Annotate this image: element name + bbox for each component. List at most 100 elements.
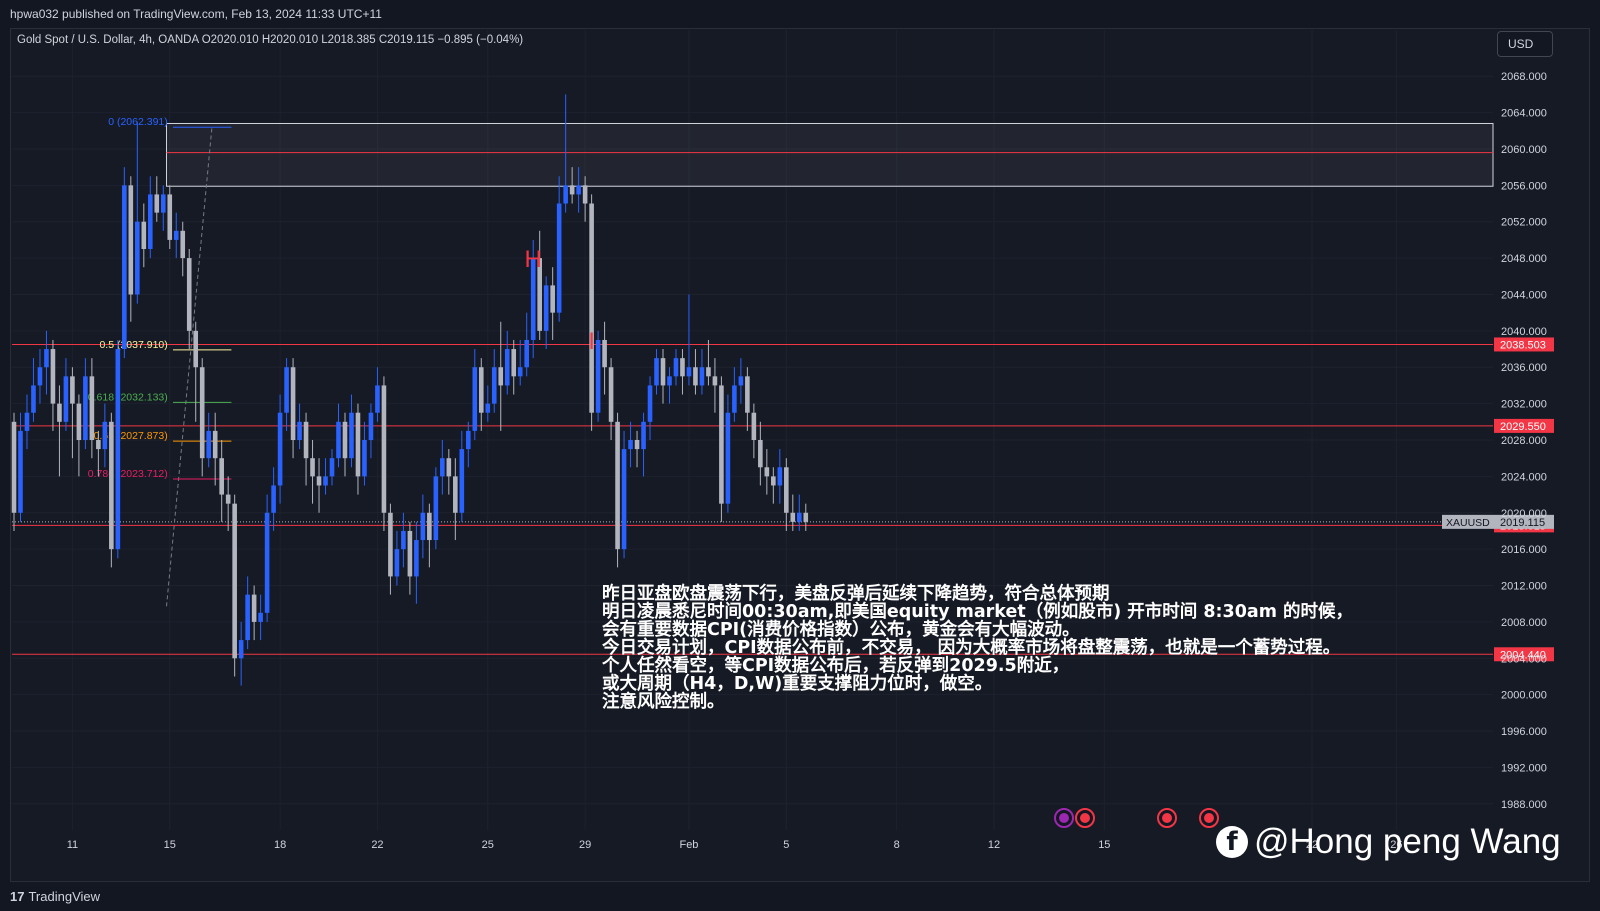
candle-body <box>530 258 536 340</box>
symbol-tag <box>1442 514 1494 529</box>
candle-body <box>550 285 555 313</box>
level-price-tag <box>1494 337 1554 352</box>
candle-body <box>303 421 309 459</box>
candle-body <box>368 412 374 440</box>
candle-body <box>796 512 802 522</box>
candle-body <box>453 476 458 513</box>
candle-body <box>199 367 205 459</box>
candle-body <box>738 376 744 386</box>
candle-body <box>297 421 302 440</box>
candle-body <box>232 503 237 659</box>
currency-label: USD <box>1508 37 1534 51</box>
price-tick-label: 2052.000 <box>1501 217 1547 229</box>
fib-level-label: 0 (2062.391) <box>108 116 168 128</box>
candle-body <box>647 385 653 422</box>
candle-body <box>459 449 465 513</box>
level-price-label: 2004.440 <box>1500 649 1546 661</box>
candle-body <box>349 412 354 459</box>
candle-body <box>543 285 549 331</box>
flag-icon <box>1059 813 1069 823</box>
candle-body <box>641 421 646 450</box>
candle-body <box>446 458 452 477</box>
candle-body <box>323 476 328 486</box>
time-tick-label: 8 <box>894 839 900 851</box>
flag-icon <box>1162 813 1172 823</box>
candle-body <box>745 376 750 413</box>
resistance-box <box>166 122 1494 187</box>
candle-body <box>699 367 705 386</box>
candle-body <box>420 512 426 541</box>
fib-level-label: 0.618 (2032.133) <box>88 391 168 403</box>
candle-body <box>11 421 17 513</box>
candle-body <box>712 376 718 386</box>
time-tick-label: 15 <box>1098 839 1110 851</box>
candle-body <box>491 367 497 404</box>
candle-body <box>141 221 147 249</box>
candle-body <box>504 349 510 386</box>
candle-body <box>89 376 95 440</box>
candle-body <box>277 412 283 486</box>
candle-body <box>355 412 361 477</box>
candle-body <box>660 358 666 386</box>
candle-body <box>96 440 101 450</box>
candle-body <box>50 349 56 404</box>
candle-body <box>725 412 731 504</box>
time-tick-label: 15 <box>164 839 176 851</box>
candle-body <box>719 385 724 504</box>
annotation-line: 明日凌晨悉尼时间00:30am,即美国equity market（例如股市) 开… <box>602 602 1354 622</box>
candle-body <box>537 258 542 331</box>
time-tick-label: 12 <box>988 839 1000 851</box>
brand-text: TradingView <box>28 889 101 904</box>
time-axis: 11 15 18 22 25 29 Feb 5 8 12 15 22 26 <box>67 839 1403 851</box>
candle-body <box>31 385 36 413</box>
current-price-tag <box>1494 514 1554 529</box>
candle-body <box>271 485 276 513</box>
candle-body <box>167 194 173 240</box>
candle-body <box>466 430 471 450</box>
price-tick-label: 1988.000 <box>1501 799 1547 811</box>
candle-body <box>517 367 523 377</box>
currency-button[interactable]: USD <box>1497 31 1553 57</box>
level-price-label: 2038.503 <box>1500 339 1546 351</box>
candle-body <box>115 349 121 550</box>
chart-panel[interactable] <box>10 28 1590 882</box>
candle-body <box>790 512 796 522</box>
level-price-tag <box>1494 418 1554 433</box>
candle-body <box>751 412 757 440</box>
published-header: hpwa032 published on TradingView.com, Fe… <box>0 0 1600 28</box>
time-tick-label: 25 <box>482 839 494 851</box>
price-tick-label: 2008.000 <box>1501 617 1547 629</box>
level-price-tag <box>1494 647 1554 662</box>
price-tick-label: 2004.000 <box>1501 653 1547 665</box>
candle-body <box>686 367 692 377</box>
fib-level-label: 0.5 (2037.910) <box>99 339 167 351</box>
candle-body <box>615 421 620 550</box>
candle-body <box>440 458 445 477</box>
candle-body <box>310 458 315 477</box>
time-tick-label: 22 <box>1306 839 1318 851</box>
candle-body <box>498 367 504 386</box>
level-price-label: 2029.550 <box>1500 421 1546 433</box>
annotation-line: 昨日亚盘欧盘震荡下行，美盘反弹后延续下降趋势，符合总体预期 <box>602 584 1110 604</box>
price-tick-label: 2064.000 <box>1501 108 1547 120</box>
candle-body <box>24 412 30 431</box>
candle-body <box>375 385 380 413</box>
candle-body <box>225 494 231 504</box>
candle-body <box>329 458 335 477</box>
candle-body <box>621 449 627 550</box>
fib-trendline <box>166 127 213 607</box>
candle-body <box>83 376 88 440</box>
price-tick-label: 2012.000 <box>1501 581 1547 593</box>
candle-body <box>478 367 484 413</box>
time-tick-label: 18 <box>274 839 286 851</box>
candle-body <box>803 512 809 522</box>
price-tick-label: 2048.000 <box>1501 253 1547 265</box>
candle-body <box>37 367 43 386</box>
candle-body <box>764 467 770 477</box>
watermark-text: @Hong peng Wang <box>1254 822 1561 861</box>
time-tick-label: 29 <box>579 839 591 851</box>
candle-body <box>219 458 224 495</box>
candle-body <box>602 339 607 368</box>
candle-body <box>128 185 134 295</box>
